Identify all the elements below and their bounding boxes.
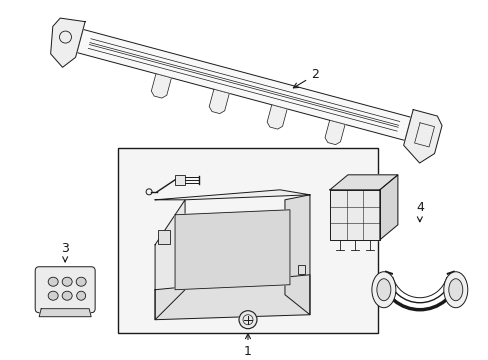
Ellipse shape: [62, 277, 72, 286]
Ellipse shape: [48, 291, 58, 300]
Ellipse shape: [376, 279, 390, 301]
Bar: [158, 230, 170, 244]
Polygon shape: [39, 309, 91, 317]
Polygon shape: [285, 195, 309, 315]
Polygon shape: [209, 89, 229, 114]
Bar: [297, 265, 305, 274]
Ellipse shape: [76, 277, 86, 286]
Polygon shape: [175, 210, 289, 290]
Polygon shape: [51, 18, 85, 67]
Polygon shape: [77, 30, 410, 140]
Circle shape: [77, 291, 85, 300]
Ellipse shape: [443, 272, 467, 308]
Polygon shape: [379, 175, 397, 240]
Polygon shape: [155, 275, 309, 320]
Polygon shape: [266, 105, 286, 129]
Text: 2: 2: [293, 68, 318, 88]
Ellipse shape: [62, 291, 72, 300]
Ellipse shape: [448, 279, 462, 301]
Polygon shape: [329, 175, 397, 190]
Polygon shape: [155, 190, 309, 200]
Polygon shape: [155, 200, 184, 320]
Polygon shape: [325, 120, 345, 145]
Polygon shape: [151, 74, 171, 98]
Text: 1: 1: [244, 334, 251, 358]
Polygon shape: [403, 109, 441, 163]
Bar: [118, 148, 377, 333]
FancyBboxPatch shape: [35, 267, 95, 313]
Ellipse shape: [371, 272, 395, 308]
Circle shape: [239, 311, 257, 329]
Polygon shape: [329, 190, 379, 240]
Text: 3: 3: [61, 242, 69, 262]
Bar: [175, 175, 184, 185]
Ellipse shape: [48, 277, 58, 286]
Text: 4: 4: [415, 201, 423, 222]
